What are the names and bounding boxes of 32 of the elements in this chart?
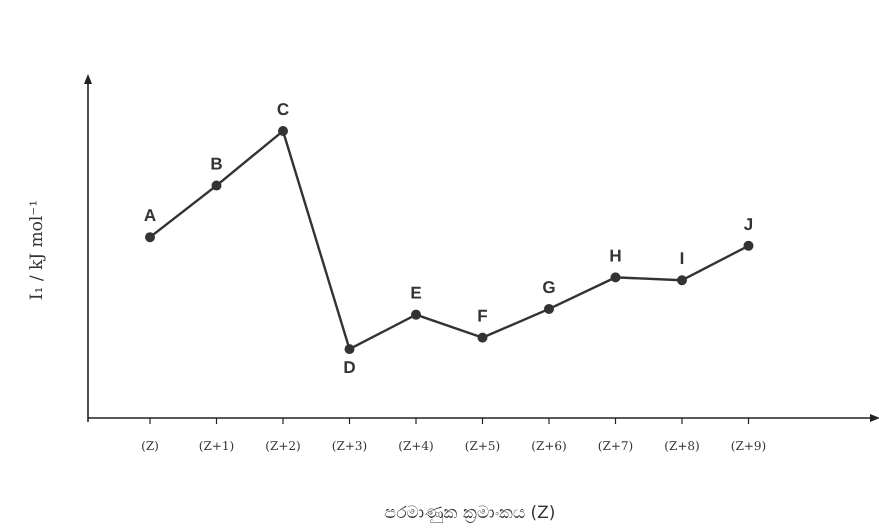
annotation: H [609,246,622,266]
point [744,240,754,251]
x-tick-label: (Z+1) [198,439,234,453]
point [212,180,222,191]
x-tick-label: (Z) [141,439,159,453]
x-tick-label: (Z+2) [265,439,301,453]
point [544,304,554,314]
annotation: C [276,100,290,119]
point [478,332,488,343]
y-axis-title: I₁ / kJ mol⁻¹ [27,200,47,300]
x-tick-label: (Z+9) [730,439,766,453]
x-tick-label: (Z+7) [598,439,634,453]
point [411,310,421,320]
point [344,344,354,354]
point [145,232,155,242]
annotation: A [144,206,156,226]
x-tick-label: (Z+3) [332,439,368,453]
annotation: D [343,358,356,378]
annotation: B [210,154,223,174]
annotation: E [410,284,422,303]
x-tick-label: (Z+6) [531,439,567,453]
point [278,126,288,136]
x-tick-label: (Z+5) [464,439,500,453]
x-axis-title: පරමාණුක ක්‍රමාංකය (Z) [384,503,556,523]
annotation: I [680,249,684,268]
annotation: G [542,278,556,297]
point [677,275,687,286]
annotation: J [744,214,754,234]
x-tick-label: (Z+8) [664,439,700,453]
point [610,272,620,282]
annotation: F [477,306,488,326]
x-tick-label: (Z+4) [398,439,434,453]
